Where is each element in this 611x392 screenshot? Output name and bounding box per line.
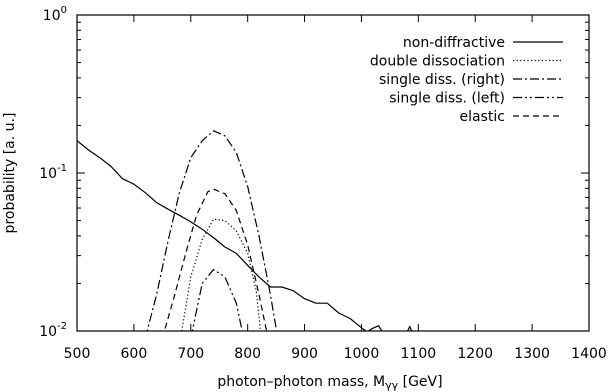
x-tick-label: 1000: [344, 346, 380, 362]
x-tick-label: 1300: [514, 346, 550, 362]
x-axis-title-main: photon–photon mass, M: [217, 374, 385, 390]
series-line-non-diffractive: [77, 140, 413, 331]
x-tick-label: 800: [234, 346, 261, 362]
y-tick-label: 10-2: [39, 321, 67, 340]
legend: non-diffractive double dissociation single…: [370, 35, 563, 125]
series-line-double-dissociation: [181, 218, 262, 331]
x-tick-label: 500: [64, 346, 91, 362]
series-line-single-diss-left: [191, 268, 243, 331]
y-tick-exponent: -2: [57, 321, 67, 332]
y-tick-label: 10-1: [39, 163, 67, 182]
legend-label-double-dissociation: double dissociation: [370, 54, 505, 70]
x-tick-label: 1100: [401, 346, 437, 362]
legend-label-elastic: elastic: [460, 109, 505, 125]
x-axis-title-subscript: γγ: [385, 379, 399, 392]
x-axis-title: photon–photon mass, Mγγ [GeV]: [217, 374, 442, 392]
series-line-single-diss-right: [146, 130, 278, 331]
x-tick-label: 900: [291, 346, 318, 362]
y-tick-base: 10: [39, 324, 57, 340]
legend-label-non-diffractive: non-diffractive: [403, 35, 505, 51]
x-tick-label: 600: [121, 346, 148, 362]
legend-label-single-diss-left: single diss. (left): [389, 91, 505, 107]
y-tick-base: 10: [39, 166, 57, 182]
y-tick-exponent: 0: [61, 5, 67, 16]
plot-area: [76, 14, 590, 332]
x-tick-label: 700: [177, 346, 204, 362]
x-tick-label: 1200: [457, 346, 493, 362]
series-line-elastic: [163, 188, 268, 331]
legend-label-single-diss-right: single diss. (right): [379, 72, 505, 88]
y-tick-exponent: -1: [57, 163, 67, 174]
x-axis-title-unit: [GeV]: [398, 374, 442, 390]
x-tick-label: 1400: [571, 346, 607, 362]
y-tick-label: 100: [43, 5, 67, 24]
y-tick-base: 10: [43, 8, 61, 24]
plot-frame: [76, 14, 590, 332]
y-axis-title: probability [a. u.]: [2, 113, 18, 234]
